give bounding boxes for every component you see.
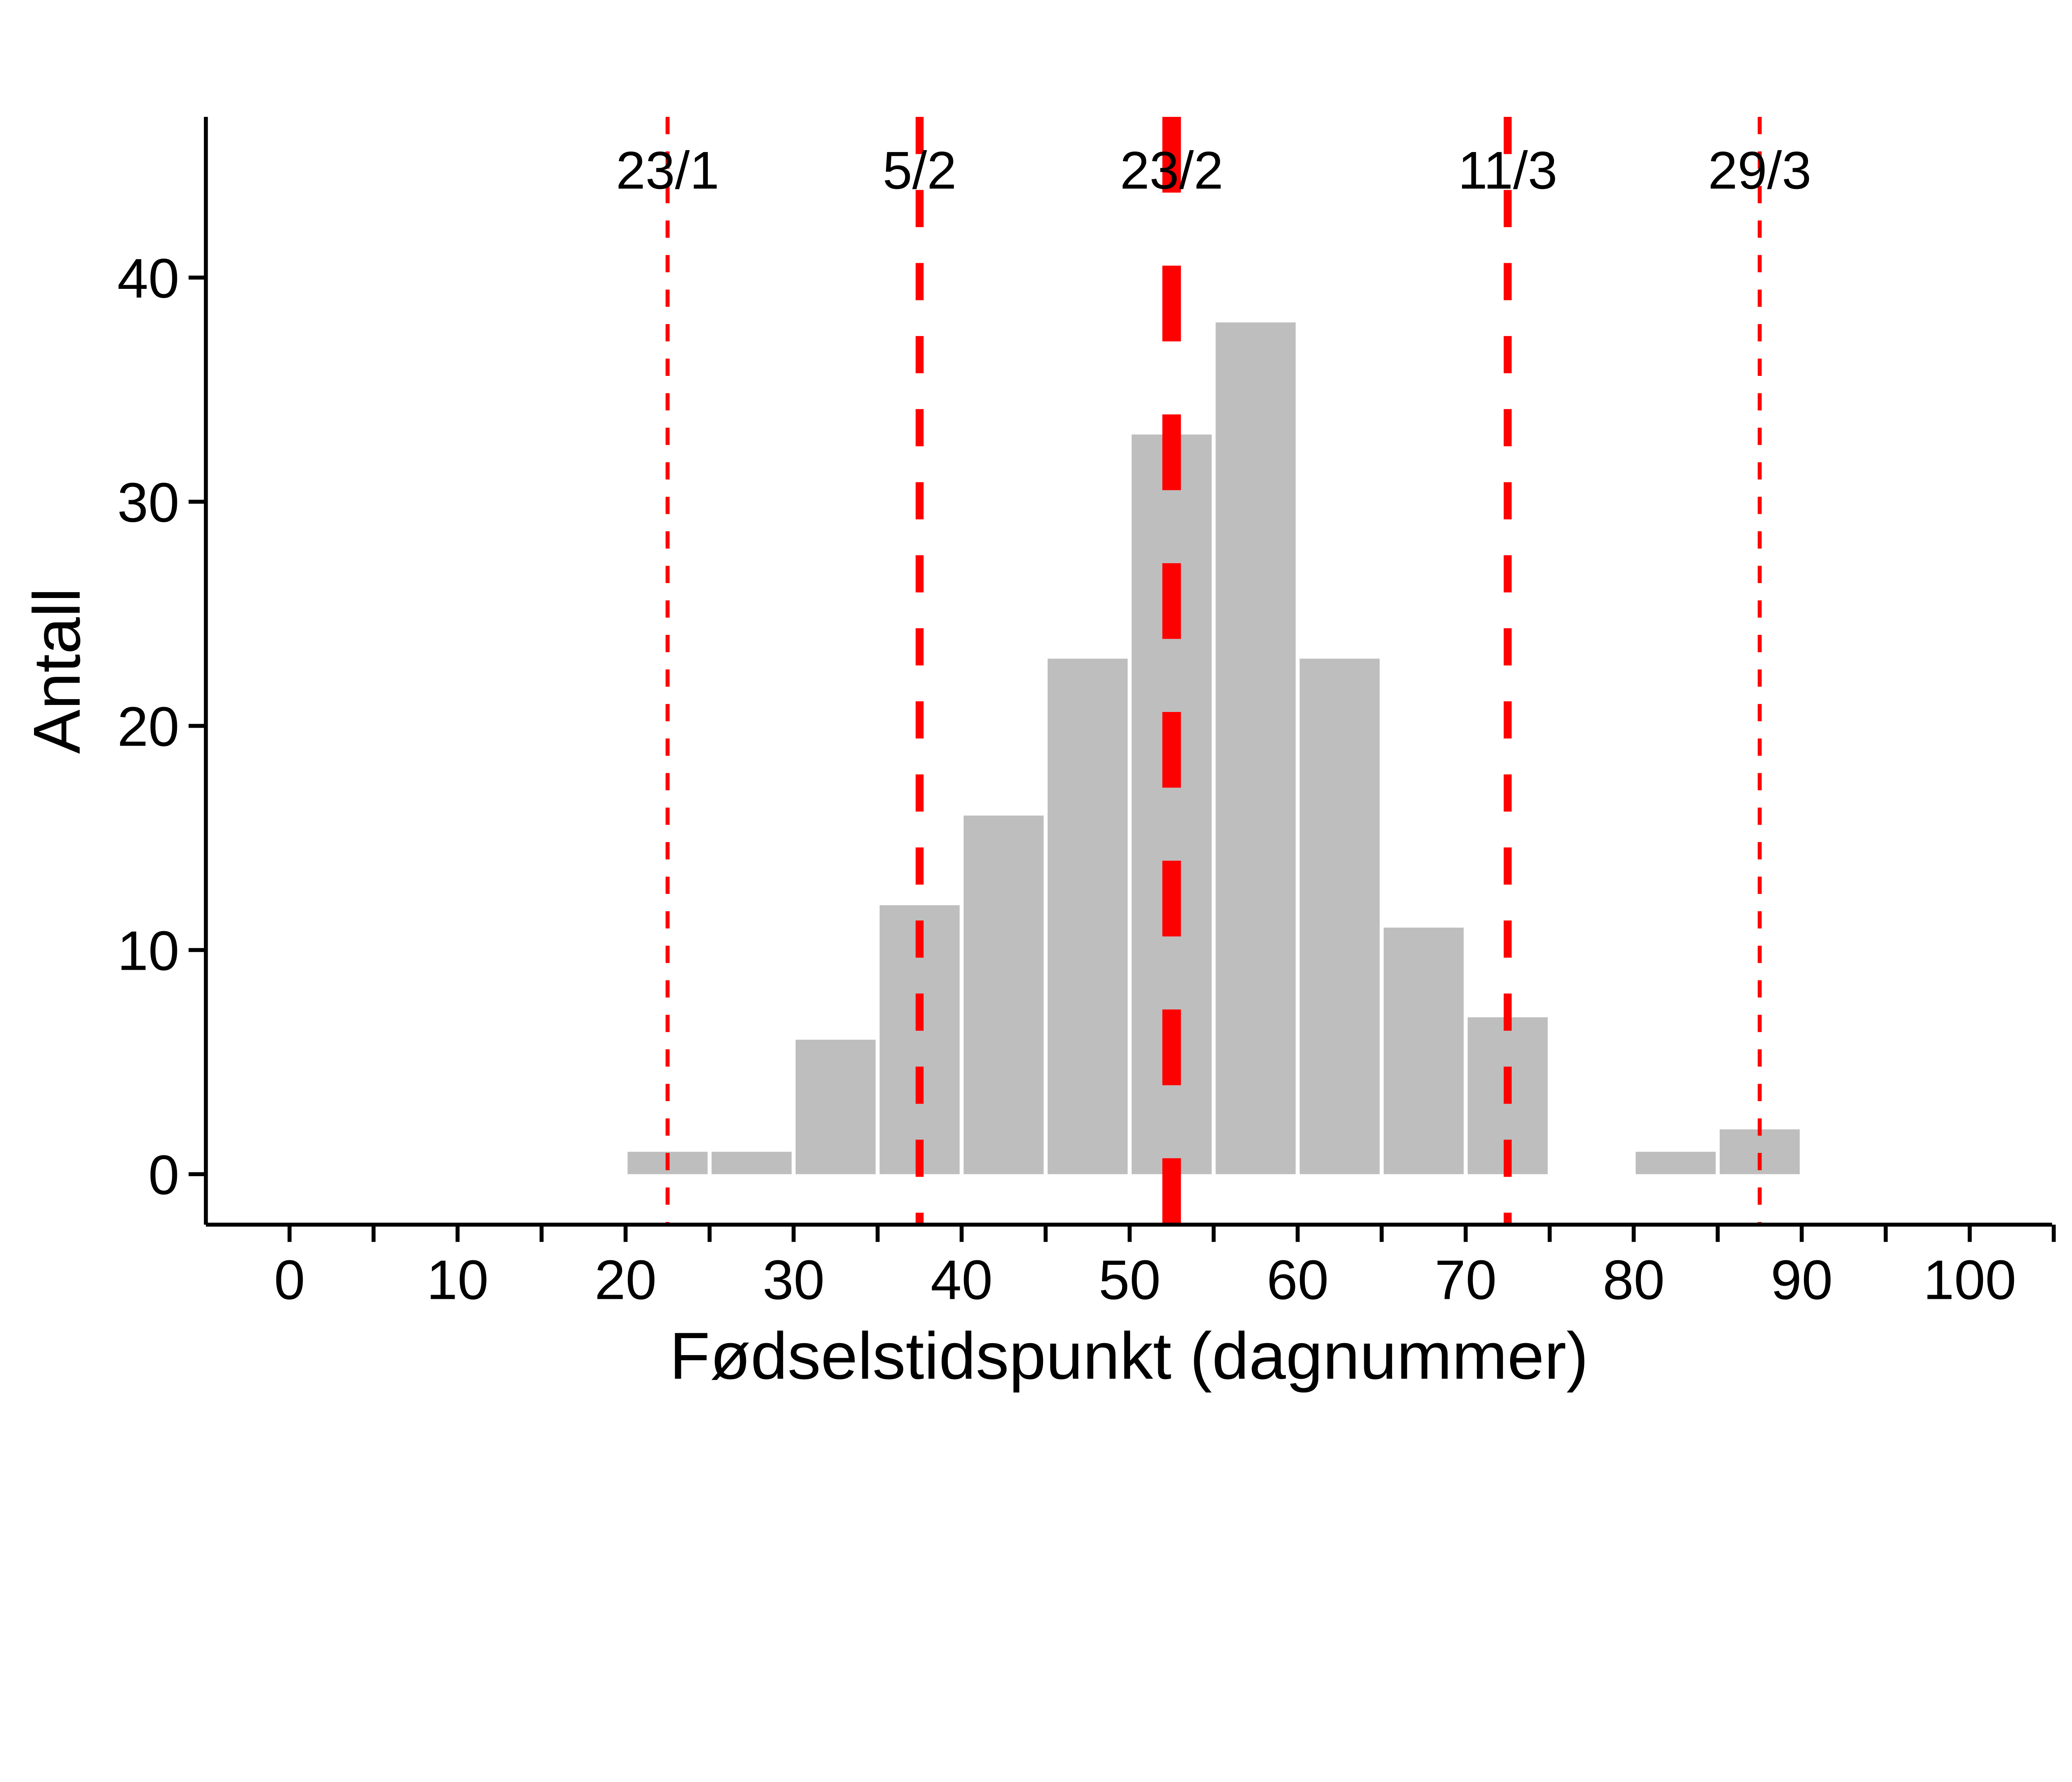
y-ticks-group: 0 10 20 30 40 (117, 247, 206, 1206)
reference-line-label: 23/1 (616, 141, 719, 200)
x-tick-label: 30 (762, 1249, 825, 1311)
y-tick-label: 20 (117, 695, 179, 758)
x-tick-label: 70 (1435, 1249, 1497, 1311)
x-tick-label: 20 (595, 1249, 657, 1311)
bars-group (627, 322, 1800, 1174)
x-tick-label: 0 (274, 1249, 305, 1311)
reference-line-label: 23/2 (1120, 141, 1224, 200)
histogram-bar (1300, 659, 1380, 1174)
histogram-bar (795, 1039, 876, 1174)
reference-line-label: 29/3 (1708, 141, 1812, 200)
reference-line-label: 5/2 (883, 141, 956, 200)
histogram-bar (1048, 659, 1128, 1174)
reference-line-label: 11/3 (1458, 141, 1557, 200)
x-tick-label: 60 (1267, 1249, 1329, 1311)
chart-container: 23/1 5/2 23/2 11/3 29/3 0 10 20 30 40 50 60 70 80 90 1… (19, 117, 2056, 1393)
reference-lines-group: 23/1 5/2 23/2 11/3 29/3 (616, 117, 1811, 1225)
x-tick-label: 80 (1602, 1249, 1665, 1311)
y-axis-label: Antall (19, 588, 94, 754)
histogram-bar (963, 815, 1044, 1174)
x-tick-label: 10 (426, 1249, 489, 1311)
y-tick-label: 10 (117, 920, 179, 982)
histogram-bar (1215, 322, 1296, 1174)
x-ticks-group: 0 10 20 30 40 50 60 70 80 90 100 (274, 1225, 2056, 1311)
x-axis-label: Fødselstidspunkt (dagnummer) (670, 1319, 1589, 1393)
histogram-bar (1636, 1152, 1716, 1174)
y-tick-label: 40 (117, 247, 179, 310)
histogram-bar (1383, 927, 1464, 1174)
x-tick-label: 50 (1099, 1249, 1161, 1311)
histogram-bar (712, 1152, 792, 1174)
x-tick-label: 100 (1923, 1249, 2016, 1311)
y-tick-label: 30 (117, 471, 179, 534)
y-tick-label: 0 (148, 1143, 179, 1206)
histogram-chart: 23/1 5/2 23/2 11/3 29/3 0 10 20 30 40 50 60 70 80 90 1… (19, 117, 2056, 1393)
x-tick-label: 90 (1771, 1249, 1833, 1311)
x-tick-label: 40 (931, 1249, 993, 1311)
